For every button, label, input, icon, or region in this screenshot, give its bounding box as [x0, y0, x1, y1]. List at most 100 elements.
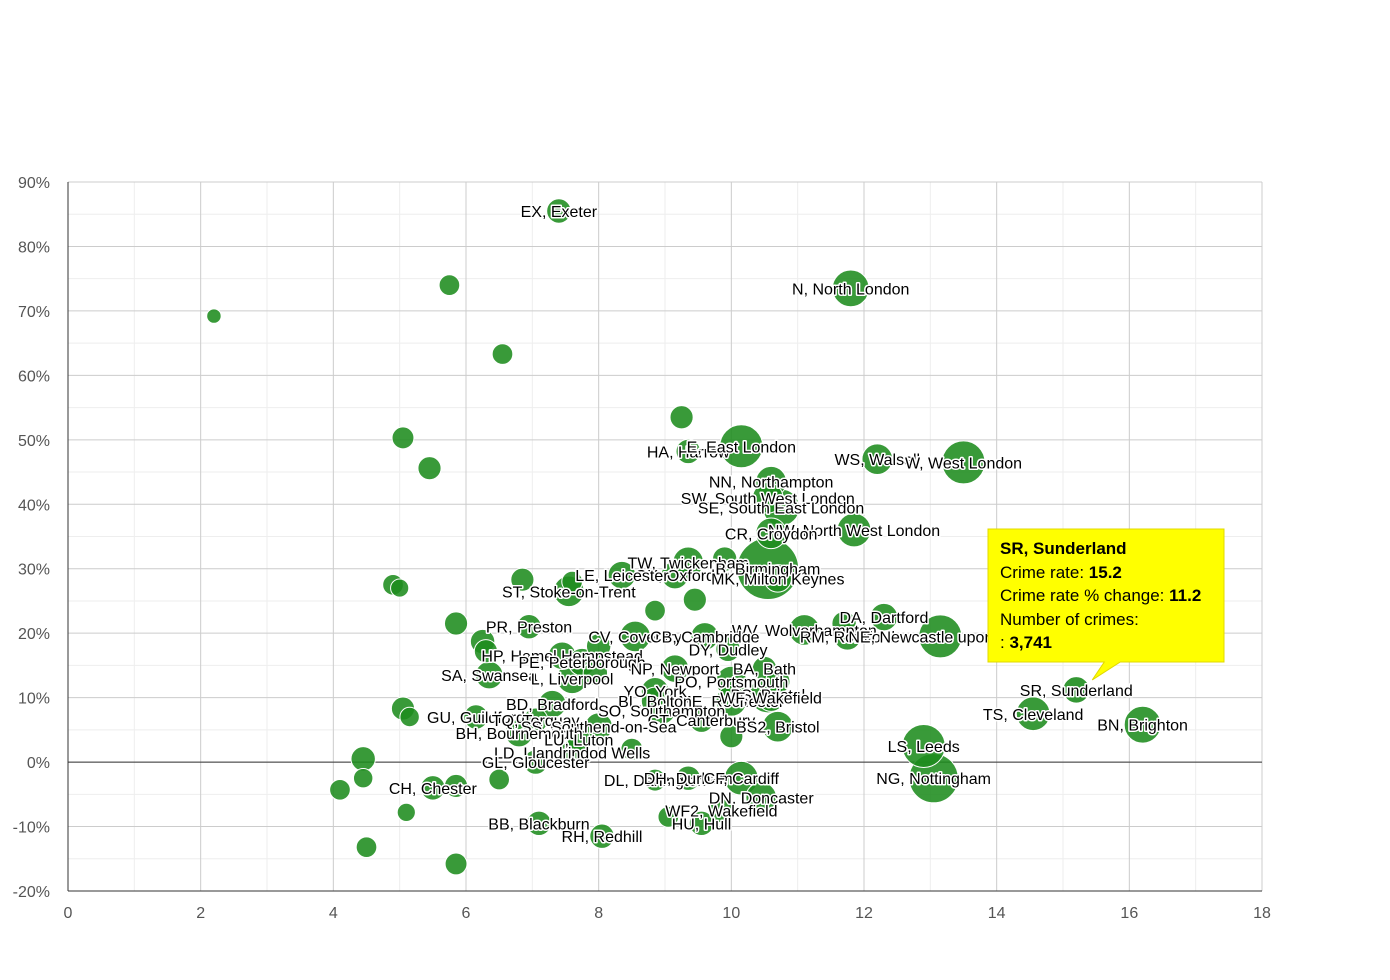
bubble[interactable] — [566, 727, 591, 752]
bubble[interactable] — [675, 765, 701, 791]
bubble[interactable] — [1123, 705, 1162, 744]
bubble-label: PO, Portsmouth — [674, 675, 788, 692]
bubble-label: LD, Llandrindod Wells — [494, 745, 650, 762]
bubble[interactable] — [712, 546, 738, 572]
bubble-label: LU, Luton — [544, 733, 613, 750]
bubble[interactable] — [584, 712, 613, 741]
bubble[interactable] — [488, 768, 511, 791]
bubble[interactable] — [561, 570, 583, 593]
bubble[interactable] — [390, 578, 410, 598]
tooltip-change: Crime rate % change: 11.2 — [1000, 586, 1201, 605]
bubble[interactable] — [619, 620, 651, 653]
bubble-label: WF2, Wakefield — [665, 803, 777, 820]
bubble[interactable] — [723, 760, 759, 796]
tooltip-change-value: 11.2 — [1169, 586, 1201, 605]
bubble-label: CF, Cardiff — [704, 771, 780, 788]
bubble[interactable] — [745, 781, 777, 814]
bubble[interactable] — [660, 654, 690, 683]
bubble[interactable] — [585, 633, 612, 659]
tooltip-rate: Crime rate: 15.2 — [1000, 563, 1122, 582]
y-tick-label: 20% — [18, 626, 50, 643]
bubble[interactable] — [708, 797, 735, 824]
bubble-label: BS2, Bristol — [736, 720, 820, 737]
bubble[interactable] — [522, 707, 549, 733]
bubble-label: TS, Cleveland — [983, 707, 1084, 724]
bubble[interactable] — [644, 599, 666, 622]
bubble[interactable] — [526, 810, 552, 837]
bubble[interactable] — [417, 456, 442, 481]
bubble[interactable] — [688, 707, 715, 733]
bubble[interactable] — [669, 405, 694, 430]
bubble-label: BL, Bolton — [618, 694, 692, 711]
tooltip-count-label: Number of crimes: — [1000, 610, 1139, 629]
y-tick-label: 40% — [18, 497, 50, 514]
bubble[interactable] — [861, 443, 894, 475]
bubble-label: E, East London — [687, 439, 796, 456]
bubble[interactable] — [399, 706, 420, 728]
bubble[interactable] — [396, 802, 416, 822]
bubble[interactable] — [657, 806, 680, 828]
y-tick-label: 50% — [18, 433, 50, 450]
bubble[interactable] — [761, 710, 794, 743]
bubble-label: SR, Sunderland — [1020, 683, 1133, 700]
tooltip-rate-value: 15.2 — [1089, 563, 1122, 582]
bubble-label: HA, Harrow — [647, 444, 730, 461]
bubble[interactable] — [443, 773, 469, 799]
bubble[interactable] — [491, 343, 514, 365]
bubble[interactable] — [438, 274, 461, 296]
bubble[interactable] — [473, 639, 498, 664]
bubble[interactable] — [589, 823, 615, 849]
bubble[interactable] — [522, 749, 549, 775]
bubble[interactable] — [546, 198, 572, 224]
tooltip-rate-label: Crime rate: — [1000, 563, 1089, 582]
bubble[interactable] — [1061, 675, 1092, 705]
bubble[interactable] — [901, 723, 946, 768]
bubble[interactable] — [715, 636, 741, 662]
bubble[interactable] — [715, 685, 748, 717]
bubble[interactable] — [443, 611, 469, 636]
bubble[interactable] — [719, 424, 764, 469]
bubble[interactable] — [352, 767, 374, 789]
bubble[interactable] — [788, 614, 821, 646]
bubble[interactable] — [537, 689, 567, 719]
bubble[interactable] — [510, 567, 535, 592]
bubble[interactable] — [206, 308, 222, 324]
bubble[interactable] — [752, 482, 784, 514]
bubble[interactable] — [918, 614, 963, 659]
bubble[interactable] — [836, 512, 872, 548]
bubble[interactable] — [444, 852, 468, 876]
bubble[interactable] — [329, 778, 351, 801]
bubble[interactable] — [831, 269, 870, 308]
bubble-series — [206, 198, 1162, 876]
bubble[interactable] — [831, 610, 857, 637]
bubble[interactable] — [620, 737, 644, 761]
bubble[interactable] — [355, 836, 378, 859]
bubble[interactable] — [690, 622, 720, 651]
bubble[interactable] — [719, 724, 744, 749]
bubble[interactable] — [869, 602, 899, 632]
bubble[interactable] — [391, 426, 415, 450]
x-tick-label: 16 — [1120, 905, 1138, 922]
bubble[interactable] — [582, 660, 609, 686]
bubble[interactable] — [1015, 696, 1051, 732]
x-tick-label: 10 — [722, 905, 740, 922]
bubble[interactable] — [941, 440, 986, 485]
bubble[interactable] — [660, 560, 690, 590]
bubble[interactable] — [350, 746, 376, 772]
bubble[interactable] — [463, 704, 489, 730]
bubble[interactable] — [763, 564, 793, 593]
bubble[interactable] — [675, 438, 701, 465]
bubble[interactable] — [688, 810, 715, 837]
x-tick-label: 12 — [855, 905, 873, 922]
bubble[interactable] — [643, 768, 667, 792]
bubble-label: GU, Guildford — [427, 710, 525, 727]
bubble[interactable] — [647, 696, 676, 725]
bubble[interactable] — [765, 668, 791, 695]
bubble-label: DH, Durham — [644, 771, 733, 788]
bubble-label: MK, Milton Keynes — [711, 571, 844, 588]
bubble[interactable] — [607, 560, 637, 590]
bubble[interactable] — [516, 614, 542, 640]
bubble[interactable] — [755, 517, 787, 550]
bubble[interactable] — [682, 587, 707, 612]
